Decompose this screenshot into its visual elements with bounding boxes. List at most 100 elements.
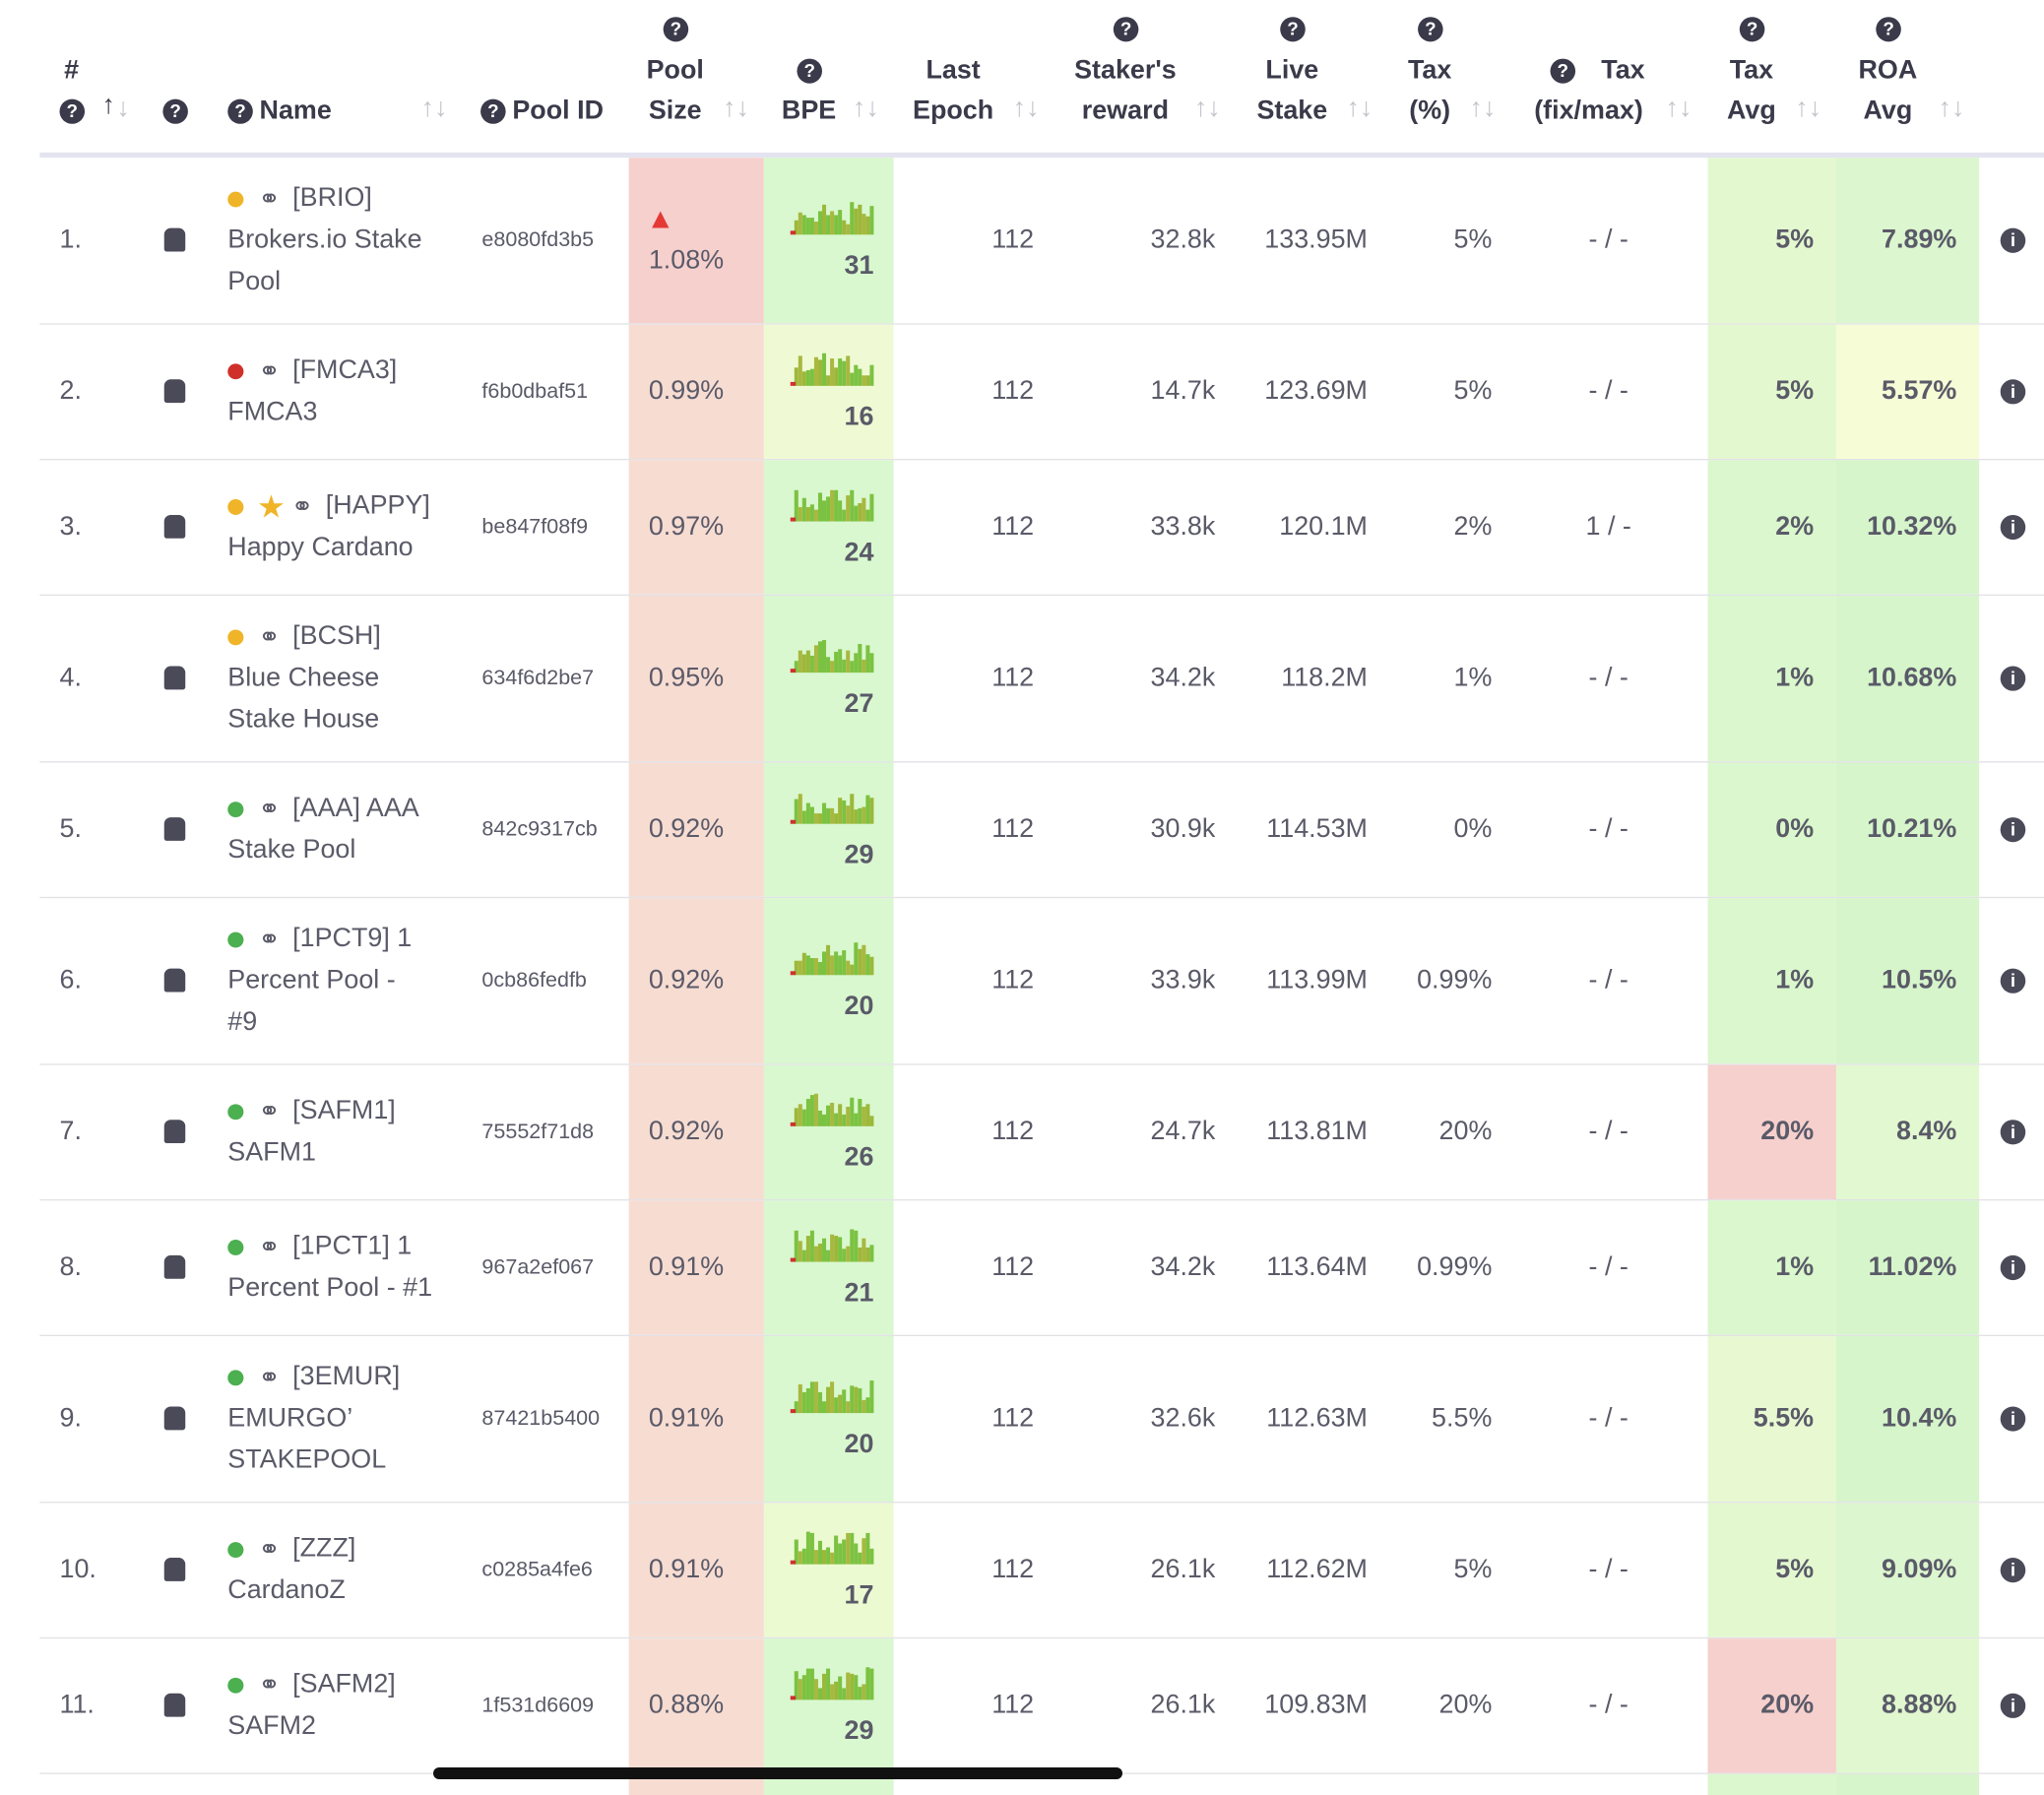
pool-name[interactable]: [HAPPY]: [325, 490, 430, 520]
column-header[interactable]: (%): [1409, 96, 1451, 126]
column-header[interactable]: Stake: [1256, 96, 1328, 126]
info-icon[interactable]: i: [2000, 1557, 2026, 1582]
pool-size-cell: [628, 898, 764, 1064]
sparkline-bar: [801, 1249, 806, 1261]
pool-name[interactable]: [AAA] AAA: [292, 793, 419, 822]
sparkline-bar: [821, 499, 827, 521]
sparkline-bar: [798, 793, 802, 824]
pool-size: 0.91%: [648, 1403, 725, 1433]
status-dot: [227, 190, 244, 207]
pool-name[interactable]: [SAFM1]: [292, 1095, 396, 1124]
column-header[interactable]: BPE: [781, 96, 837, 126]
column-header[interactable]: Epoch: [913, 96, 994, 126]
pool-name[interactable]: [3EMUR]: [292, 1361, 401, 1390]
column-header[interactable]: ROA: [1858, 55, 1918, 86]
sparkline-bar: [850, 1384, 855, 1413]
tax-avg-cell: [1707, 1638, 1836, 1773]
column-header[interactable]: #: [64, 55, 80, 86]
pool-name[interactable]: FMCA3: [227, 397, 318, 426]
column-header[interactable]: reward: [1081, 96, 1170, 126]
pool-name[interactable]: [ZZZ]: [292, 1533, 356, 1563]
sparkline-bar: [850, 964, 855, 975]
pool-name[interactable]: [BRIO]: [292, 183, 372, 213]
sparkline-bar: [817, 210, 822, 234]
pool-name[interactable]: SAFM1: [227, 1137, 316, 1167]
column-header[interactable]: Name: [259, 96, 332, 126]
status-dot: [227, 362, 244, 379]
pool-name[interactable]: Brokers.io Stake: [227, 224, 422, 254]
info-icon[interactable]: i: [2000, 1254, 2026, 1280]
info-icon[interactable]: i: [2000, 514, 2026, 540]
rank: 10.: [59, 1554, 96, 1583]
info-icon[interactable]: i: [2000, 1405, 2026, 1431]
pool-name[interactable]: [SAFM2]: [292, 1669, 396, 1699]
pool-name[interactable]: STAKEPOOL: [227, 1444, 387, 1474]
last-epoch: 112: [991, 1251, 1035, 1281]
column-header[interactable]: Pool: [646, 55, 704, 86]
info-icon[interactable]: i: [2000, 665, 2026, 691]
pool-name[interactable]: SAFM2: [227, 1710, 316, 1740]
pool-name[interactable]: Stake Pool: [227, 834, 356, 865]
sparkline-bar: [801, 1108, 806, 1126]
sparkline-bar: [826, 807, 831, 824]
pool-name[interactable]: [BCSH]: [292, 620, 381, 650]
sparkline-bar: [794, 1670, 798, 1699]
sparkline-bar: [869, 1244, 874, 1261]
sparkline-bar: [817, 1110, 822, 1126]
status-dot: [227, 801, 244, 817]
info-icon[interactable]: i: [2000, 227, 2026, 253]
sparkline-bar: [850, 793, 855, 824]
pool-name[interactable]: Stake House: [227, 704, 380, 734]
sparkline-bar: [805, 217, 810, 234]
live-stake: 123.69M: [1264, 375, 1368, 406]
pool-name[interactable]: #9: [227, 1006, 258, 1036]
pool-name[interactable]: Blue Cheese: [227, 663, 380, 692]
sparkline-bar: [854, 808, 859, 824]
info-icon[interactable]: i: [2000, 816, 2026, 842]
column-header[interactable]: (fix/max): [1534, 96, 1643, 126]
roa-avg: 7.89%: [1882, 224, 1957, 254]
sparkline-bar: [858, 204, 862, 234]
info-icon[interactable]: i: [2000, 378, 2026, 404]
pool-name[interactable]: Percent Pool -: [227, 965, 396, 994]
sparkline-bar: [794, 1538, 798, 1565]
sparkline-bar: [869, 493, 874, 521]
sparkline-bar: [830, 807, 835, 824]
sparkline-bar: [805, 506, 810, 521]
pool-name[interactable]: [FMCA3]: [292, 354, 398, 384]
info-icon[interactable]: i: [2000, 1693, 2026, 1718]
sparkline-bar: [813, 957, 818, 975]
column-header[interactable]: Size: [648, 96, 702, 126]
info-icon[interactable]: i: [2000, 967, 2026, 994]
tax-fix-max: 1 / -: [1585, 511, 1631, 541]
pool-name[interactable]: Pool: [227, 266, 282, 295]
sparkline-bar: [865, 1396, 870, 1413]
pool-name[interactable]: EMURGO’: [227, 1403, 353, 1433]
stakers-reward: 32.8k: [1150, 224, 1216, 254]
column-header[interactable]: Pool ID: [512, 96, 604, 126]
column-header[interactable]: Tax: [1601, 55, 1645, 86]
pool-name[interactable]: [1PCT1] 1: [292, 1231, 413, 1260]
column-header[interactable]: Last: [926, 55, 981, 86]
roa-avg: 10.5%: [1882, 965, 1957, 994]
rank: 9.: [59, 1403, 82, 1433]
column-header[interactable]: Staker's: [1074, 55, 1177, 86]
column-header[interactable]: Tax: [1729, 55, 1774, 86]
pool-name[interactable]: Happy Cardano: [227, 532, 414, 561]
sparkline-bar: [869, 652, 874, 673]
sparkline-bar: [801, 1674, 806, 1699]
pool-name[interactable]: [1PCT9] 1: [292, 923, 413, 953]
pool-name[interactable]: CardanoZ: [227, 1574, 346, 1605]
info-icon[interactable]: i: [2000, 1119, 2026, 1144]
column-header[interactable]: Avg: [1863, 96, 1913, 126]
last-epoch: 112: [991, 965, 1035, 994]
pool-name[interactable]: Percent Pool - #1: [227, 1272, 433, 1302]
robot-icon: [163, 1693, 186, 1716]
row-border: [39, 1502, 2044, 1504]
warning-icon: ▲: [646, 201, 675, 234]
tax-fix-max: - / -: [1588, 1403, 1629, 1433]
column-header[interactable]: Avg: [1726, 96, 1776, 126]
sort-icon: ↑↓: [1795, 94, 1822, 123]
column-header[interactable]: Tax: [1407, 55, 1452, 86]
column-header[interactable]: Live: [1265, 55, 1319, 86]
